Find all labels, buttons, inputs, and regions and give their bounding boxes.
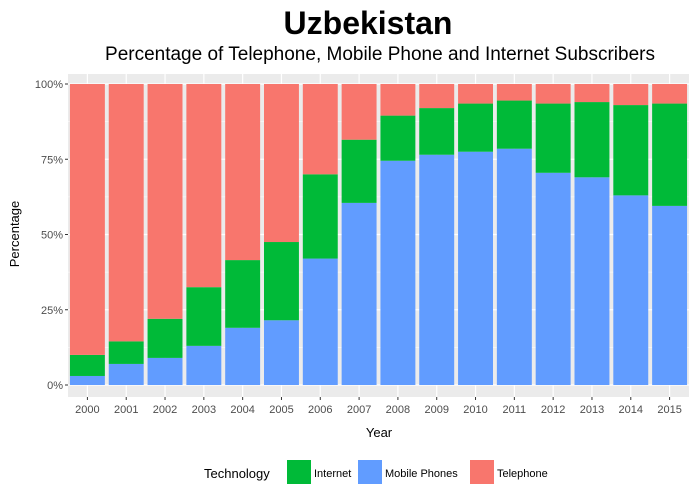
bar-telephone-2001 bbox=[108, 84, 144, 342]
x-tick-label: 2013 bbox=[580, 404, 604, 416]
bar-telephone-2015 bbox=[652, 84, 688, 104]
x-tick-label: 2011 bbox=[503, 404, 527, 416]
bars bbox=[69, 84, 688, 385]
y-tick-label: 100% bbox=[35, 79, 63, 91]
bar-internet-2015 bbox=[652, 103, 688, 206]
x-tick-label: 2015 bbox=[657, 404, 681, 416]
x-tick-label: 2014 bbox=[619, 404, 643, 416]
legend-key-telephone bbox=[470, 460, 494, 484]
bar-internet-2000 bbox=[69, 354, 105, 376]
bar-telephone-2012 bbox=[535, 84, 571, 104]
bar-telephone-2003 bbox=[186, 84, 222, 288]
bar-mobile-phones-2002 bbox=[147, 357, 183, 385]
bar-telephone-2009 bbox=[419, 84, 455, 109]
x-tick-label: 2001 bbox=[114, 404, 138, 416]
bar-mobile-phones-2011 bbox=[496, 148, 532, 385]
bar-mobile-phones-2013 bbox=[574, 177, 610, 385]
y-tick-label: 25% bbox=[41, 305, 63, 317]
bar-internet-2007 bbox=[341, 139, 377, 203]
bar-telephone-2006 bbox=[302, 84, 338, 175]
legend-title: Technology bbox=[204, 466, 270, 481]
y-tick-label: 75% bbox=[41, 154, 63, 166]
chart-title: Uzbekistan bbox=[284, 5, 453, 41]
x-tick-label: 2007 bbox=[347, 404, 371, 416]
bar-telephone-2007 bbox=[341, 84, 377, 140]
bar-mobile-phones-2004 bbox=[225, 327, 261, 385]
bar-telephone-2010 bbox=[458, 84, 493, 104]
bar-telephone-2000 bbox=[69, 84, 105, 355]
bar-mobile-phones-2008 bbox=[380, 160, 416, 385]
legend-label: Telephone bbox=[497, 468, 548, 480]
bar-mobile-phones-2003 bbox=[186, 345, 222, 385]
bar-internet-2001 bbox=[108, 341, 144, 364]
x-tick-label: 2003 bbox=[192, 404, 216, 416]
y-tick-label: 50% bbox=[41, 230, 63, 242]
bar-telephone-2004 bbox=[225, 84, 261, 261]
bar-internet-2002 bbox=[147, 318, 183, 358]
legend-key-internet bbox=[287, 460, 311, 484]
legend-key-mobile-phones bbox=[358, 460, 382, 484]
bar-internet-2014 bbox=[613, 105, 649, 196]
y-axis-title: Percentage bbox=[7, 201, 22, 268]
bar-mobile-phones-2001 bbox=[108, 363, 144, 385]
chart-subtitle: Percentage of Telephone, Mobile Phone an… bbox=[105, 44, 655, 65]
bar-mobile-phones-2009 bbox=[419, 154, 455, 385]
bar-telephone-2002 bbox=[147, 84, 183, 319]
x-tick-label: 2006 bbox=[308, 404, 332, 416]
bar-mobile-phones-2000 bbox=[69, 375, 105, 385]
bar-telephone-2011 bbox=[496, 84, 532, 101]
bar-internet-2009 bbox=[419, 108, 455, 155]
x-tick-label: 2012 bbox=[541, 404, 565, 416]
bar-mobile-phones-2015 bbox=[652, 205, 688, 385]
y-axis: 0% 25% 50% 75% 100% bbox=[35, 79, 68, 392]
bar-telephone-2005 bbox=[264, 84, 299, 243]
x-tick-label: 2009 bbox=[424, 404, 448, 416]
x-tick-label: 2000 bbox=[75, 404, 99, 416]
x-axis-title: Year bbox=[366, 425, 393, 440]
bar-mobile-phones-2005 bbox=[264, 320, 299, 385]
bar-internet-2005 bbox=[264, 242, 299, 321]
bar-mobile-phones-2007 bbox=[341, 202, 377, 385]
bar-internet-2004 bbox=[225, 260, 261, 328]
x-tick-label: 2010 bbox=[463, 404, 487, 416]
x-tick-label: 2008 bbox=[386, 404, 410, 416]
legend: Technology Internet Mobile Phones Telephon… bbox=[204, 460, 548, 484]
x-axis: 2000 2001 2002 2003 2004 2005 2006 2007 2008 2009… bbox=[75, 397, 682, 416]
bar-internet-2003 bbox=[186, 287, 222, 346]
bar-internet-2013 bbox=[574, 102, 610, 178]
bar-telephone-2013 bbox=[574, 84, 610, 103]
bar-internet-2006 bbox=[302, 174, 338, 259]
x-tick-label: 2002 bbox=[153, 404, 177, 416]
legend-label: Internet bbox=[314, 468, 351, 480]
bar-mobile-phones-2006 bbox=[302, 258, 338, 385]
bar-internet-2010 bbox=[458, 103, 493, 152]
bar-mobile-phones-2014 bbox=[613, 195, 649, 385]
bar-internet-2008 bbox=[380, 115, 416, 161]
bar-mobile-phones-2010 bbox=[458, 151, 493, 385]
bar-internet-2011 bbox=[496, 100, 532, 149]
bar-mobile-phones-2012 bbox=[535, 172, 571, 385]
bar-telephone-2008 bbox=[380, 84, 416, 116]
bar-telephone-2014 bbox=[613, 84, 649, 106]
x-tick-label: 2005 bbox=[269, 404, 293, 416]
legend-label: Mobile Phones bbox=[385, 468, 458, 480]
x-tick-label: 2004 bbox=[230, 404, 254, 416]
bar-internet-2012 bbox=[535, 103, 571, 173]
y-tick-label: 0% bbox=[47, 380, 63, 392]
